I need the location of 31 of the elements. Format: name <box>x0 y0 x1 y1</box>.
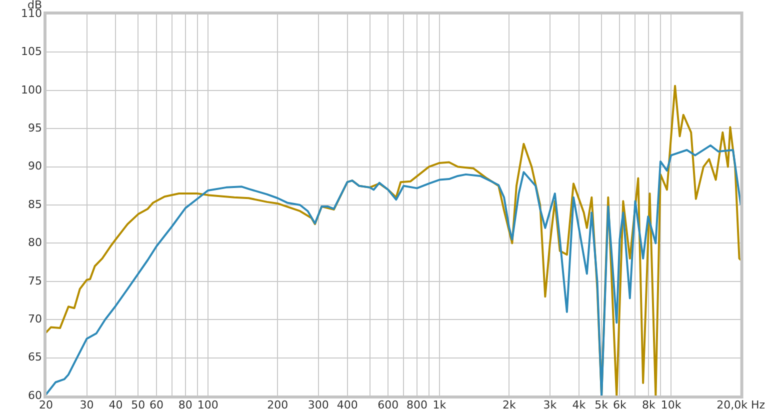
y-tick-label: 100 <box>21 83 42 96</box>
x-tick-label: 800 <box>406 398 428 412</box>
x-tick-label: 200 <box>267 398 288 412</box>
x-tick-label: 50 <box>131 398 146 412</box>
x-tick-label: 20 <box>39 398 53 412</box>
x-tick-label: 20,0k Hz <box>716 398 766 412</box>
x-tick-label: 80 <box>178 398 192 412</box>
x-tick-label: 3k <box>543 398 558 412</box>
x-tick-label: 1k <box>432 398 447 412</box>
y-tick-label: 95 <box>28 121 42 134</box>
x-tick-label: 30 <box>80 398 94 412</box>
x-tick-label: 2k <box>502 398 517 412</box>
x-tick-label: 100 <box>197 398 218 412</box>
x-tick-label: 5k <box>594 398 609 412</box>
x-tick-label: 40 <box>108 398 123 412</box>
y-tick-label: 65 <box>28 350 42 364</box>
x-tick-label: 10k <box>660 398 682 412</box>
x-tick-label: 400 <box>336 398 358 412</box>
x-tick-label: 4k <box>572 398 586 412</box>
x-tick-label: 60 <box>150 398 164 412</box>
x-tick-label: 8k <box>642 398 656 412</box>
y-tick-label: 75 <box>28 274 42 288</box>
y-tick-label: 90 <box>28 160 42 173</box>
x-tick-label: 6k <box>613 398 628 412</box>
y-tick-label: 80 <box>28 236 42 250</box>
x-tick-label: 300 <box>308 398 329 412</box>
y-tick-label: 60 <box>28 388 42 402</box>
x-tick-label: 600 <box>378 398 399 412</box>
y-tick-label: 85 <box>28 198 42 211</box>
y-tick-label: 105 <box>21 45 42 58</box>
y-tick-label: 70 <box>28 312 42 326</box>
